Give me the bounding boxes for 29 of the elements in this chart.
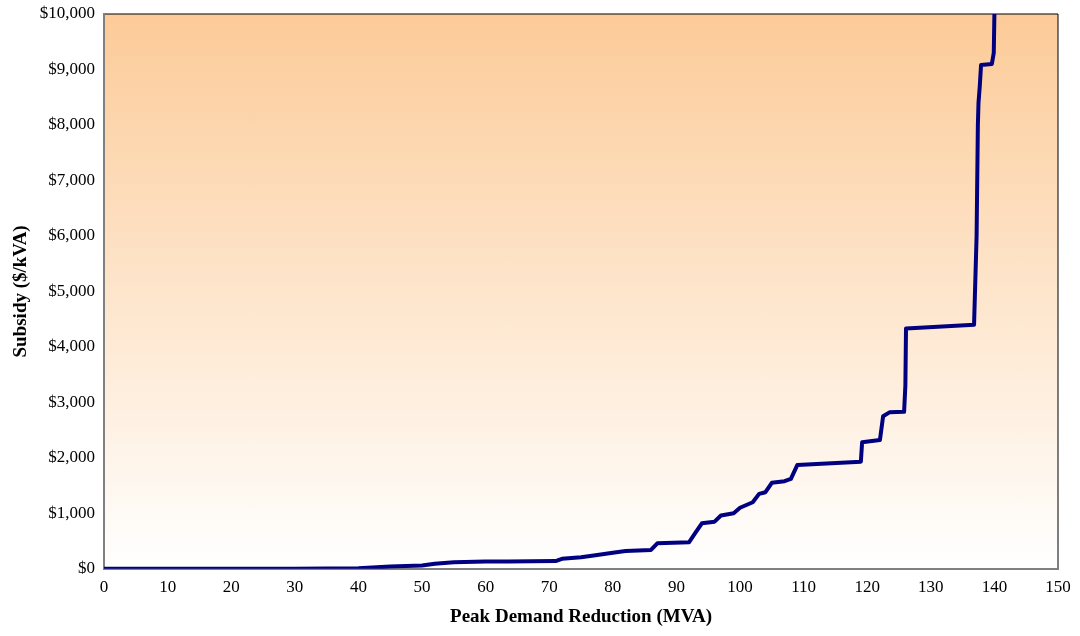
- y-tick-label: $4,000: [48, 336, 96, 356]
- x-tick-label: 70: [540, 577, 558, 597]
- y-tick-label: $7,000: [48, 169, 96, 189]
- x-tick-label: 50: [413, 577, 431, 597]
- x-tick-label: 10: [159, 577, 177, 597]
- y-axis-title: Subsidy ($/kVA): [9, 225, 32, 358]
- x-tick-label: 30: [286, 577, 304, 597]
- y-tick-label: $1,000: [48, 502, 96, 522]
- x-tick-label: 140: [981, 577, 1008, 597]
- y-tick-label: $8,000: [48, 114, 96, 134]
- y-tick-label: $10,000: [39, 3, 96, 23]
- y-tick-label: $5,000: [48, 280, 96, 300]
- x-tick-label: 40: [349, 577, 367, 597]
- y-tick-label: $9,000: [48, 58, 96, 78]
- x-tick-label: 80: [604, 577, 622, 597]
- x-tick-label: 60: [477, 577, 495, 597]
- x-tick-label: 90: [667, 577, 685, 597]
- y-tick-label: $3,000: [48, 391, 96, 411]
- y-tick-label: $2,000: [48, 447, 96, 467]
- y-tick-label: $6,000: [48, 225, 96, 245]
- x-tick-label: 120: [854, 577, 880, 597]
- x-tick-label: 130: [918, 577, 944, 597]
- x-axis-title: Peak Demand Reduction (MVA): [450, 604, 712, 627]
- x-tick-label: 0: [99, 577, 109, 597]
- y-tick-label: $0: [78, 558, 96, 578]
- x-tick-label: 150: [1045, 577, 1071, 597]
- x-tick-label: 20: [222, 577, 240, 597]
- x-tick-label: 100: [727, 577, 753, 597]
- x-tick-label: 110: [791, 577, 817, 597]
